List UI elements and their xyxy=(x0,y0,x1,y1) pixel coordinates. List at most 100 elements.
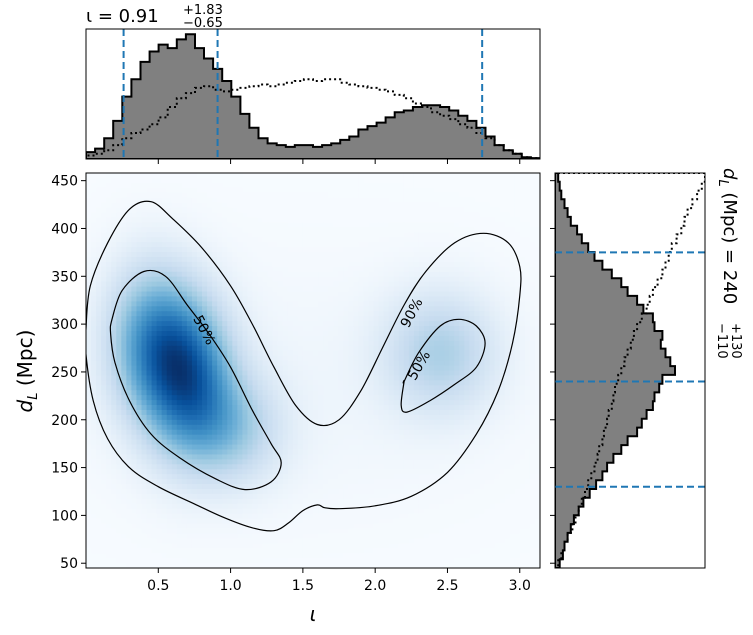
heatmap-cell xyxy=(429,276,435,283)
heatmap-cell xyxy=(166,182,173,189)
heatmap-cell xyxy=(403,212,410,219)
heatmap-cell xyxy=(474,400,481,406)
heatmap-cell xyxy=(227,261,233,268)
heatmap-cell xyxy=(469,197,476,204)
heatmap-cell xyxy=(524,271,531,278)
heatmap-cell xyxy=(388,340,395,347)
heatmap-cell xyxy=(212,355,218,362)
heatmap-cell xyxy=(368,173,375,179)
heatmap-cell xyxy=(176,390,183,396)
heatmap-cell xyxy=(86,385,92,391)
heatmap-cell xyxy=(388,410,395,416)
heatmap-cell xyxy=(207,242,213,248)
heatmap-cell xyxy=(444,306,450,312)
heatmap-cell xyxy=(186,207,193,214)
heatmap-cell xyxy=(519,360,526,367)
heatmap-cell xyxy=(247,242,254,248)
heatmap-cell xyxy=(146,197,153,204)
heatmap-cell xyxy=(338,340,344,347)
heatmap-cell xyxy=(191,385,198,391)
heatmap-cell xyxy=(267,365,274,372)
heatmap-cell xyxy=(464,370,470,377)
heatmap-cell xyxy=(459,380,465,386)
heatmap-cell xyxy=(358,306,365,312)
heatmap-cell xyxy=(191,326,198,332)
heatmap-cell xyxy=(403,434,410,441)
heatmap-cell xyxy=(121,301,127,307)
heatmap-cell xyxy=(499,247,506,253)
heatmap-cell xyxy=(373,242,380,248)
heatmap-cell xyxy=(499,256,506,263)
heatmap-cell xyxy=(383,286,390,293)
heatmap-cell xyxy=(277,410,284,416)
heatmap-cell xyxy=(489,227,496,233)
heatmap-cell xyxy=(489,395,496,401)
heatmap-cell xyxy=(464,380,470,386)
joint-panel: 90%50%50% 0.5 1.0 1.5 2.0 2.5 3.0 50100150200… xyxy=(13,172,541,626)
heatmap-cell xyxy=(307,444,314,451)
heatmap-cell xyxy=(474,217,481,223)
heatmap-cell xyxy=(237,281,243,288)
heatmap-cell xyxy=(252,252,259,258)
heatmap-cell xyxy=(307,390,314,396)
heatmap-cell xyxy=(524,335,531,342)
heatmap-cell xyxy=(474,286,481,293)
heatmap-cell xyxy=(504,429,511,436)
heatmap-cell xyxy=(353,434,359,441)
heatmap-cell xyxy=(524,222,531,228)
heatmap-cell xyxy=(484,291,491,298)
heatmap-cell xyxy=(116,316,122,322)
heatmap-cell xyxy=(459,202,465,209)
heatmap-cell xyxy=(338,365,344,372)
heatmap-cell xyxy=(106,345,112,352)
heatmap-cell xyxy=(313,405,319,411)
heatmap-cell xyxy=(91,266,97,273)
heatmap-cell xyxy=(166,296,173,302)
heatmap-cell xyxy=(86,256,92,263)
heatmap-cell xyxy=(529,360,536,367)
heatmap-cell xyxy=(434,256,440,263)
heatmap-cell xyxy=(287,360,294,367)
heatmap-cell xyxy=(333,365,339,372)
heatmap-cell xyxy=(126,424,132,431)
heatmap-cell xyxy=(434,360,440,367)
heatmap-cell xyxy=(161,360,168,367)
heatmap-cell xyxy=(514,419,521,426)
heatmap-cell xyxy=(126,311,132,317)
heatmap-cell xyxy=(474,326,481,332)
heatmap-cell xyxy=(429,232,435,238)
heatmap-cell xyxy=(353,410,359,416)
heatmap-cell xyxy=(101,410,107,416)
heatmap-cell xyxy=(403,414,410,421)
heatmap-cell xyxy=(222,222,228,228)
heatmap-cell xyxy=(338,306,344,312)
heatmap-cell xyxy=(459,296,465,302)
heatmap-cell xyxy=(101,419,107,426)
heatmap-cell xyxy=(237,370,243,377)
heatmap-cell xyxy=(509,187,516,194)
heatmap-cell xyxy=(408,331,415,337)
heatmap-cell xyxy=(191,380,198,386)
heatmap-cell xyxy=(454,370,460,377)
heatmap-cell xyxy=(287,237,294,243)
heatmap-cell xyxy=(131,222,138,228)
heatmap-cell xyxy=(444,331,450,337)
heatmap-cell xyxy=(318,291,324,298)
heatmap-cell xyxy=(232,439,238,446)
heatmap-cell xyxy=(439,380,445,386)
heatmap-cell xyxy=(464,365,470,372)
heatmap-cell xyxy=(434,429,440,436)
heatmap-cell xyxy=(161,266,168,273)
heatmap-cell xyxy=(434,247,440,253)
heatmap-cell xyxy=(358,340,365,347)
heatmap-cell xyxy=(247,232,254,238)
heatmap-cell xyxy=(121,429,127,436)
heatmap-cell xyxy=(403,306,410,312)
heatmap-cell xyxy=(444,247,450,253)
heatmap-cell xyxy=(262,365,269,372)
heatmap-cell xyxy=(196,405,203,411)
heatmap-cell xyxy=(242,227,249,233)
heatmap-cell xyxy=(237,187,243,194)
heatmap-cell xyxy=(121,202,127,209)
heatmap-cell xyxy=(499,385,506,391)
